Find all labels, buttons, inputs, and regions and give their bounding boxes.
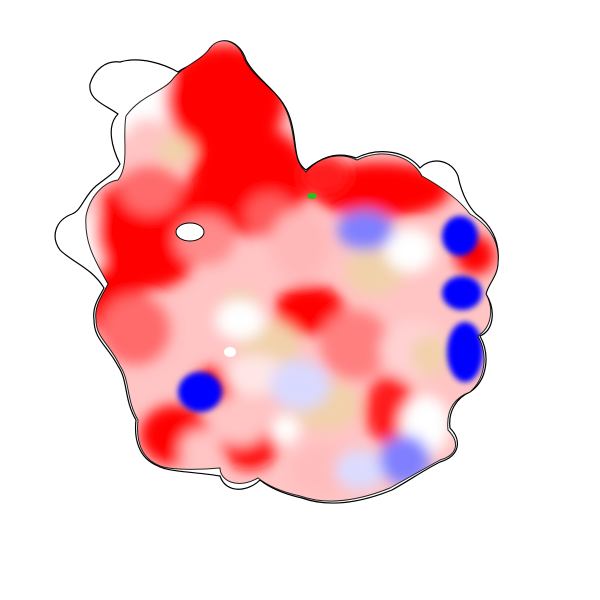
colored-surface-outline — [85, 40, 499, 502]
